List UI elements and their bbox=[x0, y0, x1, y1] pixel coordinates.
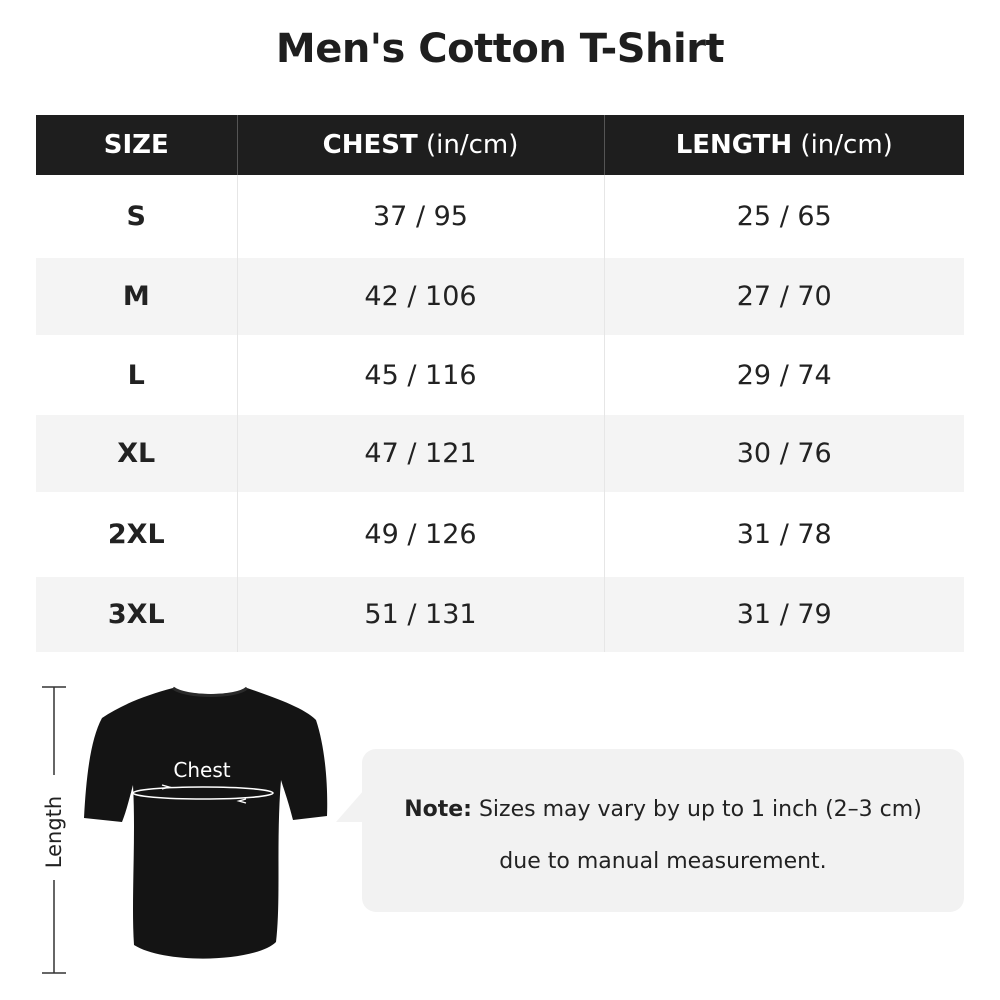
chest-cell: 37 / 95 bbox=[236, 175, 604, 258]
table-row: M 42 / 106 27 / 70 bbox=[36, 258, 964, 335]
header-length: LENGTH (in/cm) bbox=[603, 115, 964, 175]
length-cell: 25 / 65 bbox=[603, 175, 964, 258]
header-chest: CHEST (in/cm) bbox=[236, 115, 604, 175]
length-cell: 31 / 78 bbox=[603, 492, 964, 577]
length-cell: 27 / 70 bbox=[603, 258, 964, 335]
tshirt-diagram: Chest Length bbox=[36, 680, 346, 984]
size-cell: M bbox=[36, 258, 237, 335]
size-cell: XL bbox=[36, 415, 237, 492]
note-line-1: Note: Sizes may vary by up to 1 inch (2–… bbox=[362, 797, 964, 822]
length-cell: 29 / 74 bbox=[603, 335, 964, 415]
table-header-row: SIZE CHEST (in/cm) LENGTH (in/cm) bbox=[36, 115, 964, 175]
table-row: XL 47 / 121 30 / 76 bbox=[36, 415, 964, 492]
tshirt-icon: Chest bbox=[42, 686, 328, 974]
size-cell: 3XL bbox=[36, 577, 237, 652]
size-cell: 2XL bbox=[36, 492, 237, 577]
header-label: LENGTH bbox=[675, 130, 793, 160]
chest-cell: 42 / 106 bbox=[236, 258, 604, 335]
size-chart-table: SIZE CHEST (in/cm) LENGTH (in/cm) S 37 / … bbox=[36, 115, 964, 652]
length-cell: 30 / 76 bbox=[603, 415, 964, 492]
size-cell: S bbox=[36, 175, 237, 258]
table-row: L 45 / 116 29 / 74 bbox=[36, 335, 964, 415]
note-label: Note: bbox=[404, 797, 472, 822]
header-unit: (in/cm) bbox=[792, 130, 893, 160]
table-row: 2XL 49 / 126 31 / 78 bbox=[36, 492, 964, 577]
chest-cell: 51 / 131 bbox=[236, 577, 604, 652]
chest-cell: 45 / 116 bbox=[236, 335, 604, 415]
bubble-tail bbox=[336, 790, 364, 822]
note-bubble: Note: Sizes may vary by up to 1 inch (2–… bbox=[362, 749, 964, 912]
table-row: 3XL 51 / 131 31 / 79 bbox=[36, 577, 964, 652]
header-size: SIZE bbox=[36, 115, 237, 175]
chest-cell: 47 / 121 bbox=[236, 415, 604, 492]
chest-label: Chest bbox=[173, 758, 230, 782]
table-row: S 37 / 95 25 / 65 bbox=[36, 175, 964, 258]
header-label: SIZE bbox=[103, 130, 169, 160]
chest-cell: 49 / 126 bbox=[236, 492, 604, 577]
note-line-2: due to manual measurement. bbox=[499, 849, 827, 874]
note-text: Sizes may vary by up to 1 inch (2–3 cm) bbox=[471, 797, 922, 822]
length-cell: 31 / 79 bbox=[603, 577, 964, 652]
header-unit: (in/cm) bbox=[417, 130, 519, 160]
size-cell: L bbox=[36, 335, 237, 415]
header-label: CHEST bbox=[322, 130, 418, 160]
length-label: Length bbox=[42, 795, 66, 869]
page-title: Men's Cotton T-Shirt bbox=[275, 26, 725, 72]
